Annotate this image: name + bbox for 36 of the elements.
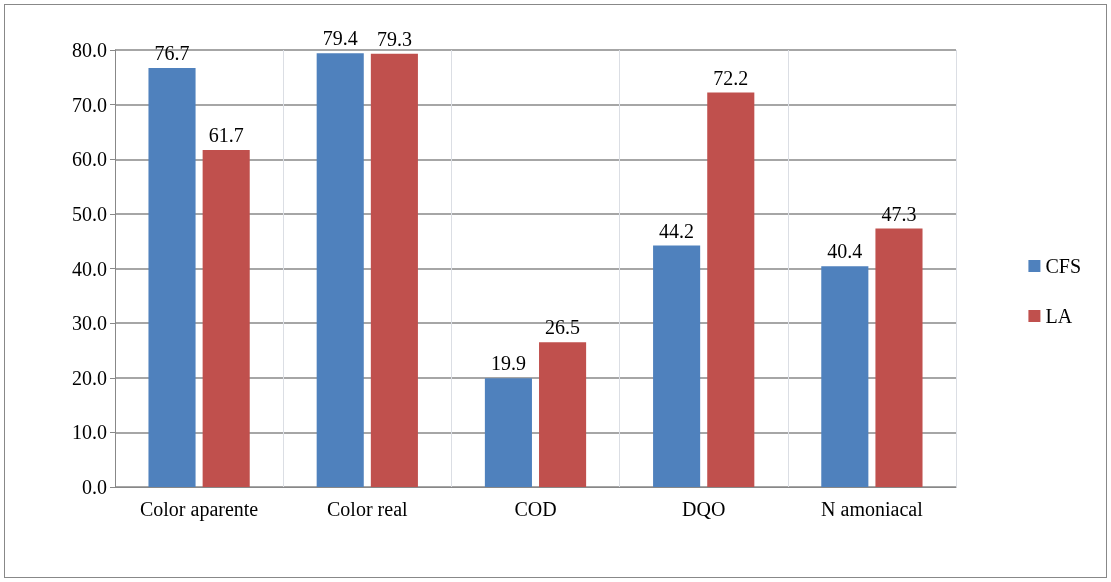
x-tick-label: Color real [327,498,409,520]
y-tick-label: 10.0 [72,421,107,444]
y-tick-label: 50.0 [72,202,107,225]
legend-label: CFS [1045,255,1082,277]
data-label: 61.7 [208,123,244,146]
y-tick-label: 60.0 [72,148,107,171]
bar [707,92,755,487]
data-label: 79.4 [322,27,358,50]
bar [148,68,196,487]
y-tick-label: 20.0 [72,366,107,389]
data-label: 40.4 [827,240,863,263]
data-label: 44.2 [659,219,695,242]
y-tick-label: 40.0 [72,257,107,280]
legend-label: LA [1045,305,1073,327]
bar [875,228,923,487]
y-tick-label: 0.0 [82,476,107,498]
x-tick-label: Color aparente [139,498,259,521]
y-tick-label: 70.0 [72,93,107,116]
bar [202,149,250,487]
data-label: 47.3 [881,202,917,225]
bar [370,53,418,487]
bar [316,53,364,487]
data-label: 76.7 [154,42,190,65]
bar [653,245,701,487]
x-tick-label: N amoniacal [821,498,924,520]
y-tick-label: 30.0 [72,312,107,335]
x-tick-label: DQO [682,498,726,520]
data-label: 19.9 [490,352,526,375]
data-label: 79.3 [376,27,412,50]
data-label: 26.5 [545,316,581,339]
bar [539,342,587,487]
bar [821,266,869,487]
data-label: 72.2 [713,66,749,89]
bar [484,378,532,487]
y-tick-label: 80.0 [72,39,107,61]
x-tick-label: COD [514,498,557,520]
